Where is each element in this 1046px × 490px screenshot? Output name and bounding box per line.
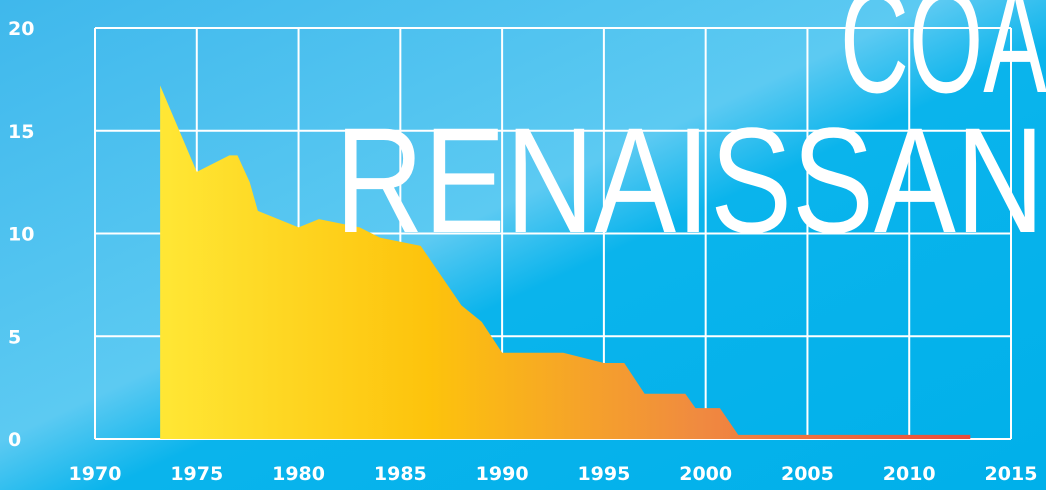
y-tick-label: 20 bbox=[8, 18, 34, 40]
x-tick-label: 1970 bbox=[69, 463, 122, 485]
y-tick-label: 5 bbox=[8, 326, 21, 348]
title-line: RENAISSANCE bbox=[335, 96, 1046, 264]
x-tick-label: 1980 bbox=[272, 463, 325, 485]
x-tick-label: 2000 bbox=[679, 463, 732, 485]
y-tick-label: 10 bbox=[8, 224, 34, 246]
x-tick-label: 1975 bbox=[170, 463, 223, 485]
y-tick-label: 15 bbox=[8, 121, 34, 143]
x-tick-label: 2015 bbox=[985, 463, 1038, 485]
x-tick-label: 1985 bbox=[374, 463, 427, 485]
x-tick-label: 2005 bbox=[781, 463, 834, 485]
title-line: COAL bbox=[840, 0, 1046, 124]
y-tick-label: 0 bbox=[8, 429, 21, 451]
x-tick-label: 1995 bbox=[577, 463, 630, 485]
area bbox=[160, 85, 971, 439]
x-tick-label: 1990 bbox=[476, 463, 529, 485]
x-tick-label: 2010 bbox=[883, 463, 936, 485]
